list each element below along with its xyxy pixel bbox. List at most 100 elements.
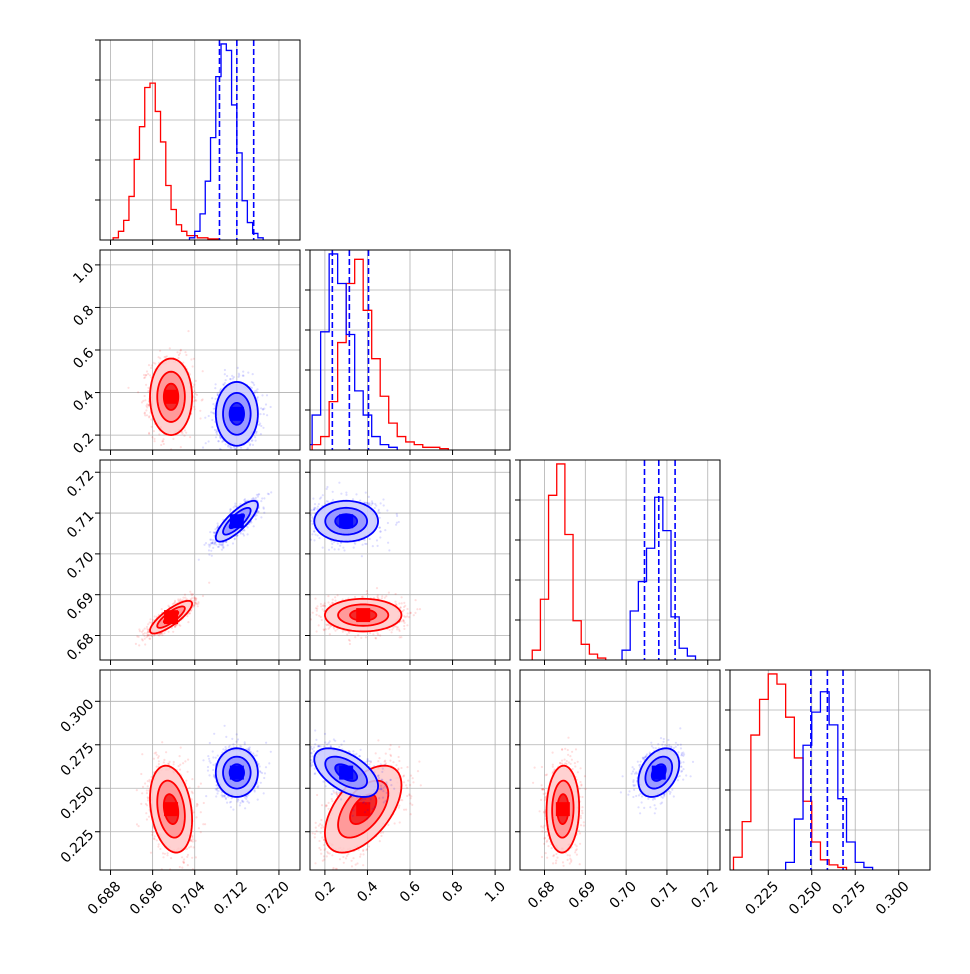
sample-point — [218, 447, 222, 450]
sample-point — [247, 371, 250, 374]
sample-point — [241, 799, 244, 802]
sample-point — [544, 797, 547, 801]
sample-point — [178, 865, 181, 869]
sample-point — [336, 793, 339, 796]
sample-point — [403, 621, 406, 625]
sample-point — [552, 854, 556, 857]
sample-point — [152, 361, 155, 364]
sample-point — [402, 618, 405, 622]
sample-point — [316, 508, 319, 511]
sample-point — [148, 637, 151, 640]
sample-point — [209, 761, 212, 764]
sample-point — [202, 759, 205, 762]
sample-point — [193, 396, 196, 399]
sample-point — [201, 594, 205, 598]
sample-point — [260, 407, 263, 410]
sample-point — [313, 530, 316, 533]
sample-point — [194, 596, 197, 599]
sample-point — [227, 746, 230, 749]
sample-point — [214, 788, 217, 791]
panel-border — [99, 39, 301, 241]
sample-point — [381, 595, 384, 598]
sample-point — [378, 797, 381, 800]
sample-point — [347, 750, 350, 753]
sample-point — [257, 762, 260, 765]
sample-point — [238, 804, 241, 807]
panel-bg — [730, 670, 930, 870]
sample-point — [256, 391, 259, 394]
sample-point — [221, 439, 224, 442]
sample-point — [250, 521, 253, 524]
sample-point — [653, 812, 656, 815]
sample-point — [146, 403, 149, 406]
sample-point — [252, 752, 255, 755]
sample-point — [336, 594, 339, 597]
sample-point — [409, 612, 412, 615]
sample-point — [256, 785, 259, 789]
sample-point — [239, 532, 242, 535]
sample-point — [642, 758, 645, 761]
panel-bg — [100, 670, 300, 870]
sample-point — [334, 629, 337, 632]
sample-point — [211, 542, 214, 545]
sample-point — [633, 788, 636, 792]
sample-point — [384, 799, 387, 803]
sample-point — [368, 503, 371, 506]
sample-point — [374, 636, 377, 640]
sample-point — [313, 530, 316, 533]
red-contour — [156, 779, 186, 839]
sample-point — [157, 755, 160, 758]
sample-point — [193, 383, 196, 386]
sample-point — [180, 451, 182, 453]
sample-point — [567, 753, 570, 756]
sample-point — [143, 637, 146, 640]
sample-point — [217, 790, 220, 793]
sample-point — [400, 620, 403, 623]
sample-point — [181, 432, 184, 435]
red-contour — [162, 793, 180, 825]
sample-point — [193, 390, 196, 393]
sample-point — [217, 440, 220, 443]
sample-point — [185, 353, 188, 357]
sample-point — [192, 599, 195, 602]
sample-point — [221, 794, 224, 797]
sample-point — [318, 614, 321, 617]
sample-point — [153, 440, 156, 443]
sample-point — [682, 768, 685, 771]
sample-point — [210, 554, 213, 557]
sample-point — [395, 521, 398, 524]
sample-point — [258, 493, 261, 496]
sample-point — [303, 529, 305, 531]
sample-point — [362, 848, 365, 852]
sample-point — [564, 747, 567, 750]
y-tick-label: 0.2 — [70, 430, 97, 457]
sample-point — [367, 502, 370, 505]
sample-point — [641, 756, 644, 760]
sample-point — [148, 621, 151, 624]
sample-point — [177, 353, 180, 357]
sample-point — [545, 840, 548, 843]
sample-point — [635, 794, 638, 798]
sample-point — [338, 481, 341, 484]
sample-point — [184, 760, 187, 763]
sample-point — [400, 602, 403, 605]
sample-point — [263, 772, 267, 775]
sample-point — [323, 602, 326, 605]
sample-point — [322, 826, 325, 829]
sample-point — [308, 751, 310, 753]
sample-point — [670, 745, 673, 748]
sample-point — [148, 432, 151, 435]
sample-point — [321, 608, 324, 611]
sample-point — [151, 436, 154, 439]
sample-point — [199, 409, 202, 412]
sample-point — [184, 351, 187, 354]
sample-point — [381, 796, 385, 799]
panel-border — [309, 459, 511, 661]
sample-point — [578, 863, 581, 866]
diagonal-panel-3 — [515, 459, 721, 665]
x-tick-label: 0.68 — [525, 879, 558, 912]
sample-point — [194, 398, 197, 402]
sample-point — [331, 498, 335, 501]
sample-point — [216, 430, 219, 433]
sample-point — [223, 795, 226, 798]
